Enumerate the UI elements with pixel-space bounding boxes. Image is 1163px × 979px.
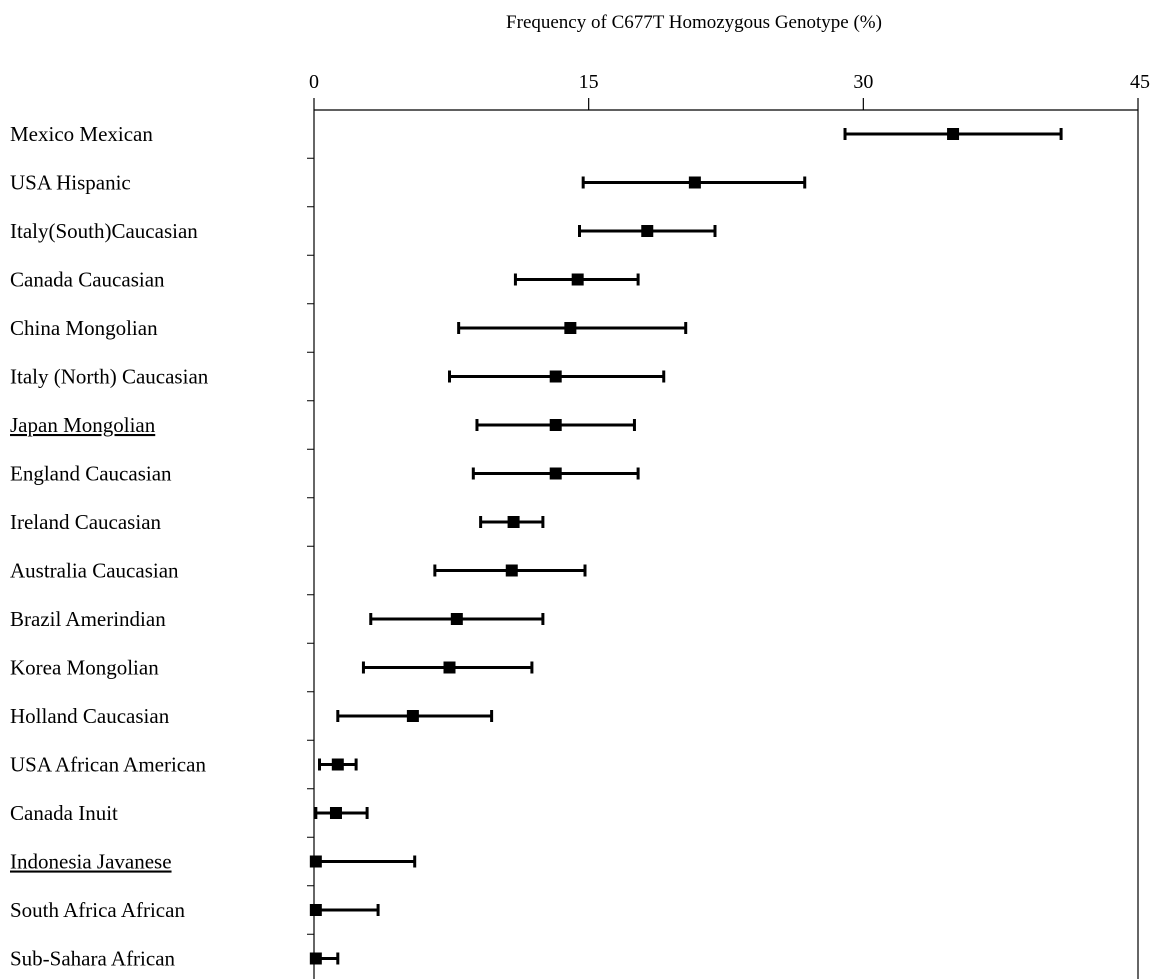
data-point-marker (309, 904, 322, 916)
data-point-marker (549, 419, 562, 431)
data-points (309, 128, 960, 965)
data-point-marker (571, 273, 584, 286)
data-point-marker (564, 322, 577, 334)
category-label: Brazil Amerindian (10, 607, 166, 631)
category-label: Holland Caucasian (10, 704, 170, 728)
category-label: USA Hispanic (10, 171, 131, 195)
data-point-marker (947, 128, 960, 140)
x-tick-label: 0 (309, 71, 319, 93)
category-label: Italy (North) Caucasian (10, 365, 209, 389)
error-bars (312, 128, 1063, 965)
x-axis: 0 15 30 45 (307, 71, 1150, 979)
category-label: England Caucasian (10, 462, 172, 486)
category-label: USA African American (10, 753, 206, 777)
data-point-marker (507, 516, 520, 528)
data-point-marker (331, 758, 344, 771)
category-label: Sub-Sahara African (10, 947, 176, 971)
category-label: China Mongolian (10, 316, 158, 340)
category-label: Ireland Caucasian (10, 510, 162, 534)
data-point-marker (406, 710, 419, 722)
category-label: South Africa African (10, 898, 185, 922)
x-tick-label: 15 (579, 71, 599, 93)
data-point-marker (309, 952, 322, 965)
data-point-marker (505, 564, 518, 577)
category-label: Canada Caucasian (10, 268, 165, 292)
data-point-marker (443, 661, 456, 674)
data-point-marker (549, 370, 562, 383)
data-point-marker (450, 613, 463, 625)
chart-title: Frequency of C677T Homozygous Genotype (… (506, 12, 882, 33)
data-point-marker (641, 225, 654, 237)
category-label: Italy(South)Caucasian (10, 219, 198, 243)
category-label: Korea Mongolian (10, 656, 159, 680)
x-tick-label: 45 (1130, 71, 1150, 93)
x-tick-label: 30 (853, 71, 873, 93)
category-label: Indonesia Javanese (10, 850, 172, 874)
category-label: Australia Caucasian (10, 559, 179, 583)
data-point-marker (688, 176, 701, 189)
data-point-marker (309, 855, 322, 868)
row-labels: Mexico Mexican USA Hispanic Italy(South)Ca… (10, 122, 209, 971)
category-label: Canada Inuit (10, 801, 118, 825)
category-label: Mexico Mexican (10, 122, 153, 146)
data-point-marker (329, 807, 342, 819)
data-point-marker (549, 467, 562, 480)
category-label: Japan Mongolian (10, 413, 156, 437)
